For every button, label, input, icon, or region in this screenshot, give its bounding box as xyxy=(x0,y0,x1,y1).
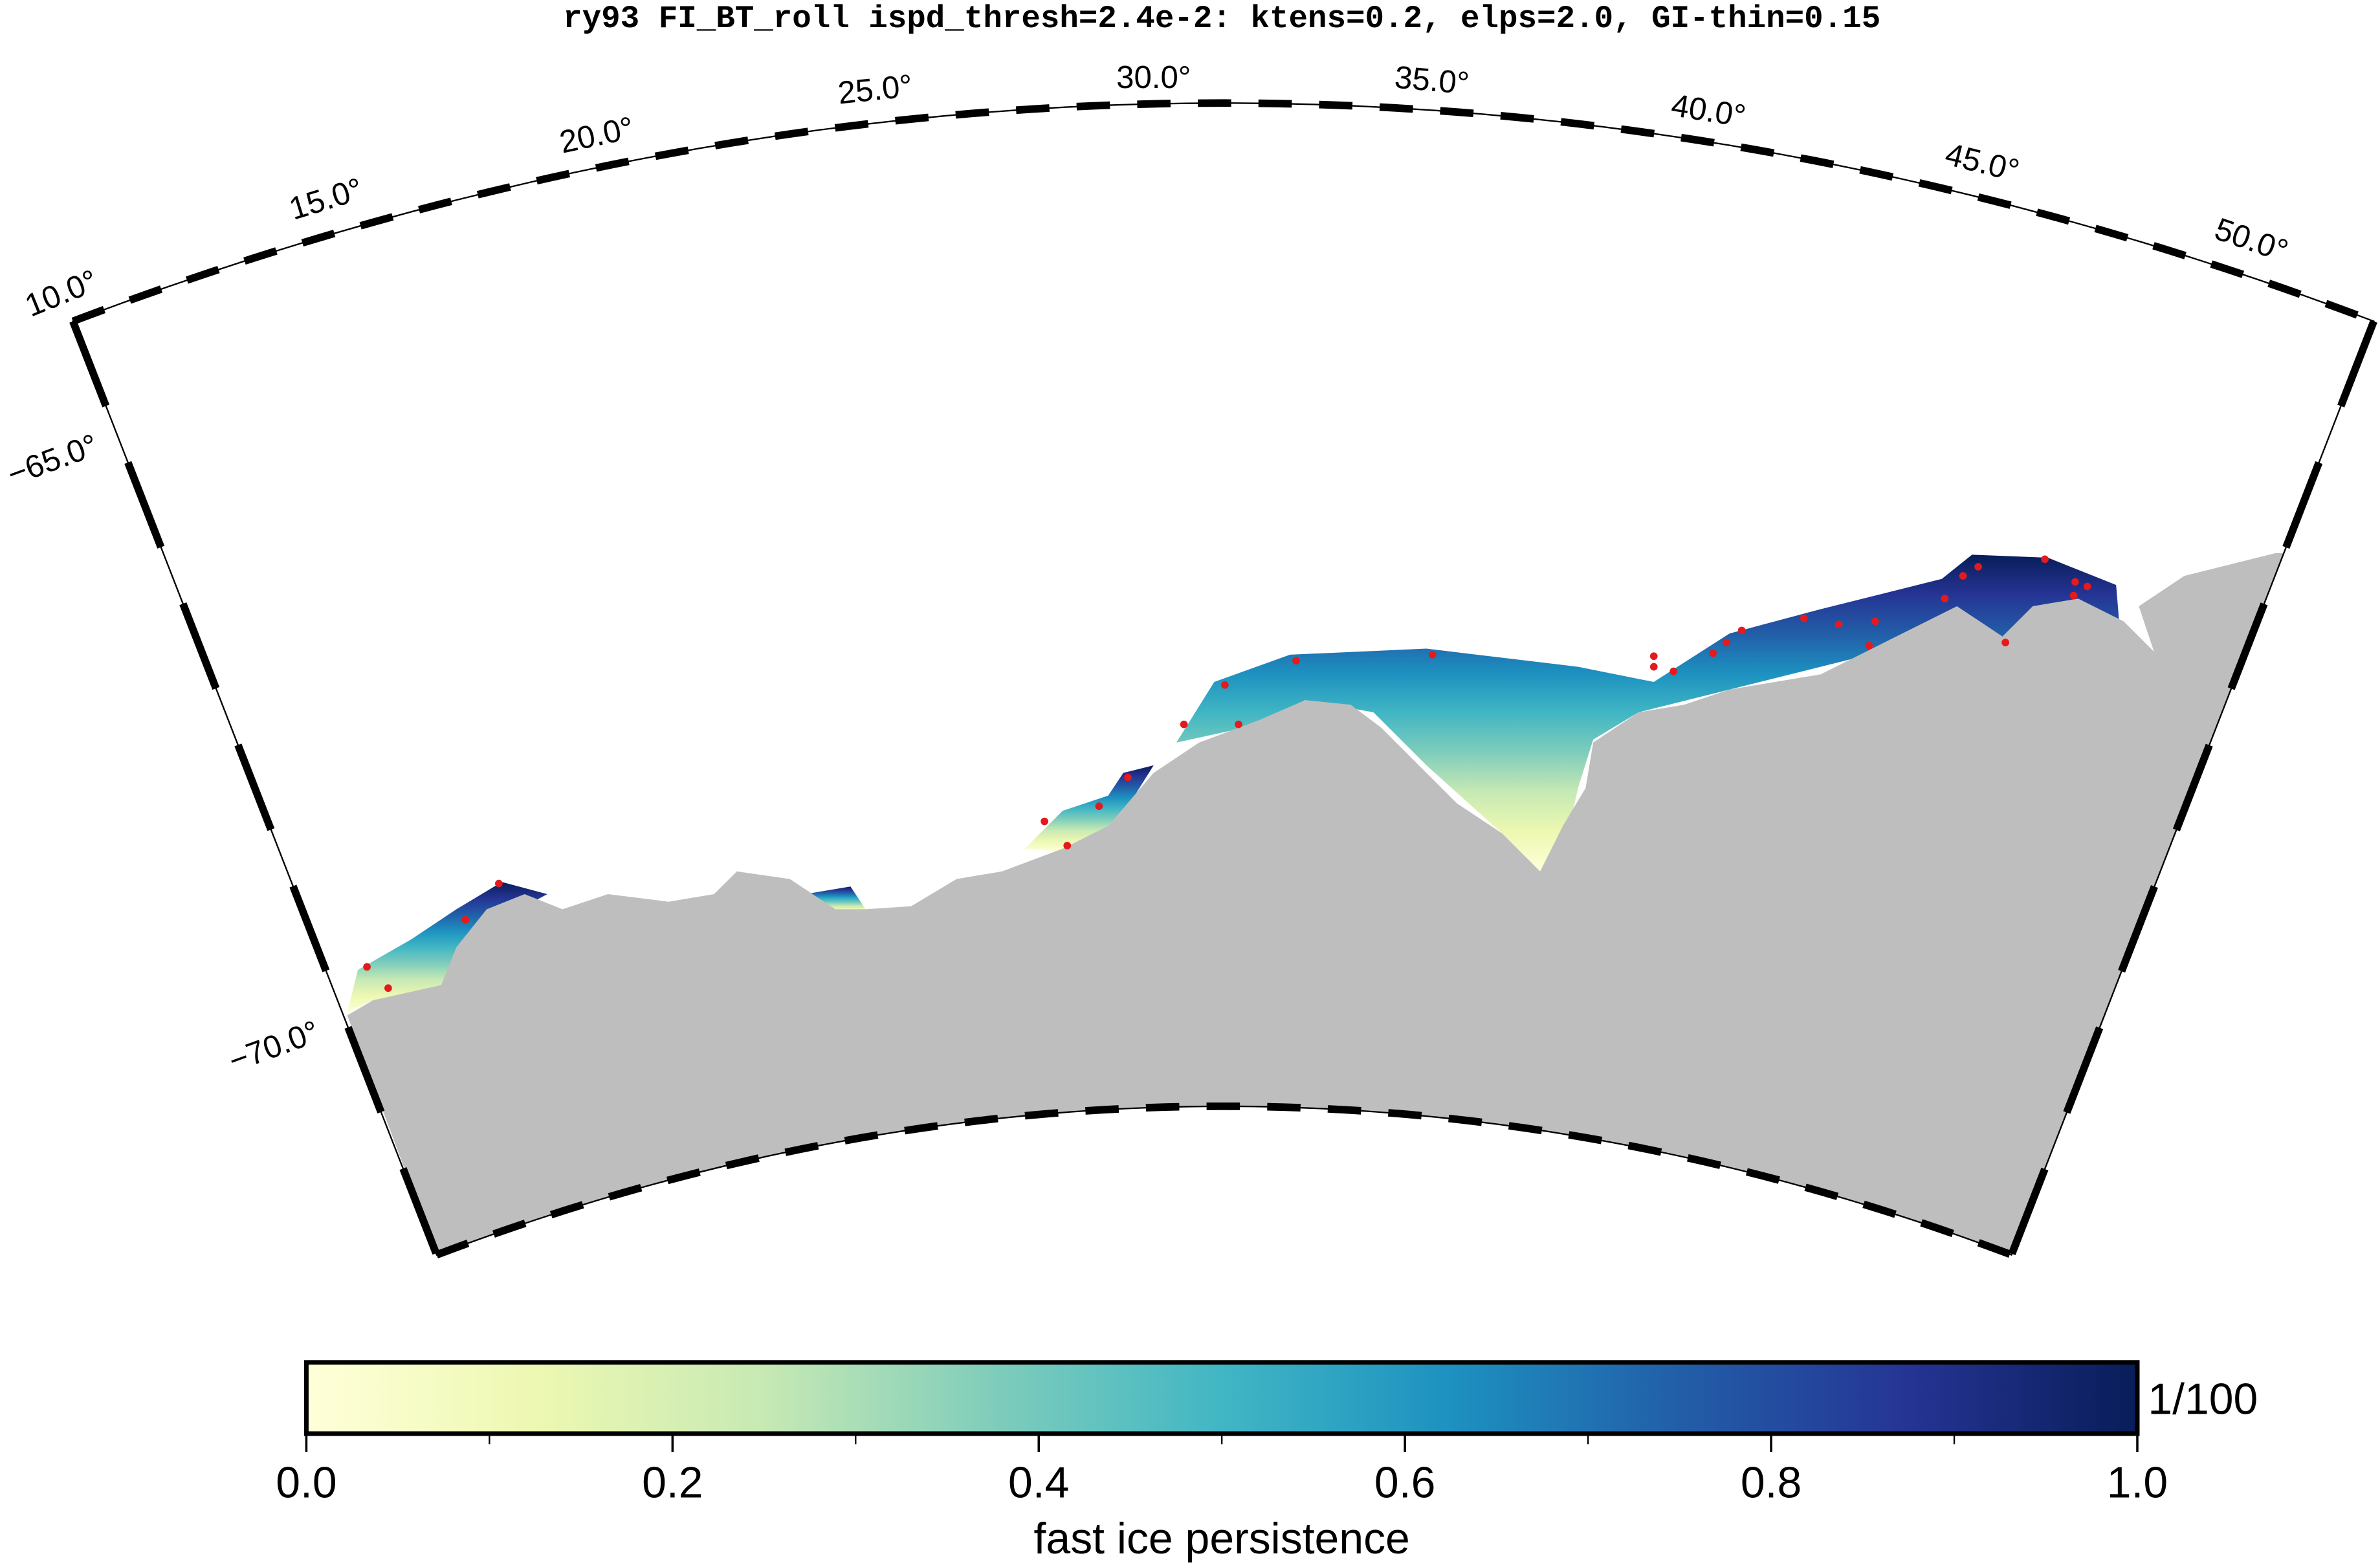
lon-label: 30.0° xyxy=(1116,60,1191,95)
colorbar-tick-label: 1.0 xyxy=(2107,1458,2168,1507)
lon-label: 45.0° xyxy=(1942,136,2023,188)
lon-label: 35.0° xyxy=(1393,60,1471,102)
land xyxy=(347,553,2285,1255)
frame-right xyxy=(2008,320,2377,1256)
colorbar-tick-label: 0.2 xyxy=(642,1458,703,1507)
colorbar-tick-label: 0.0 xyxy=(276,1458,336,1507)
colorbar-tick-label: 0.4 xyxy=(1008,1458,1069,1507)
frame-top xyxy=(71,99,2375,325)
lon-label: 40.0° xyxy=(1669,87,1748,134)
colorbar xyxy=(303,1360,2140,1436)
lon-label: 25.0° xyxy=(836,68,914,111)
iceberg-markers xyxy=(363,555,2091,992)
lon-label: 50.0° xyxy=(2210,211,2293,269)
frame-bottom xyxy=(435,1102,2013,1258)
lon-label: 20.0° xyxy=(556,110,637,160)
fast-ice xyxy=(347,554,2121,1013)
lon-label: 15.0° xyxy=(285,171,367,226)
colorbar-tick-label: 0.8 xyxy=(1741,1458,1802,1507)
colorbar-label: fast ice persistence xyxy=(1034,1515,1410,1563)
lat-label: −70.0° xyxy=(224,1014,324,1079)
lat-label: −65.0° xyxy=(3,427,102,492)
colorbar-tick-label: 0.6 xyxy=(1374,1458,1435,1507)
colorbar-unit: 1/100 xyxy=(2148,1375,2258,1423)
frame-left xyxy=(69,320,441,1256)
title: ry93 FI_BT_roll ispd_thresh=2.4e-2: kten… xyxy=(563,1,1880,37)
